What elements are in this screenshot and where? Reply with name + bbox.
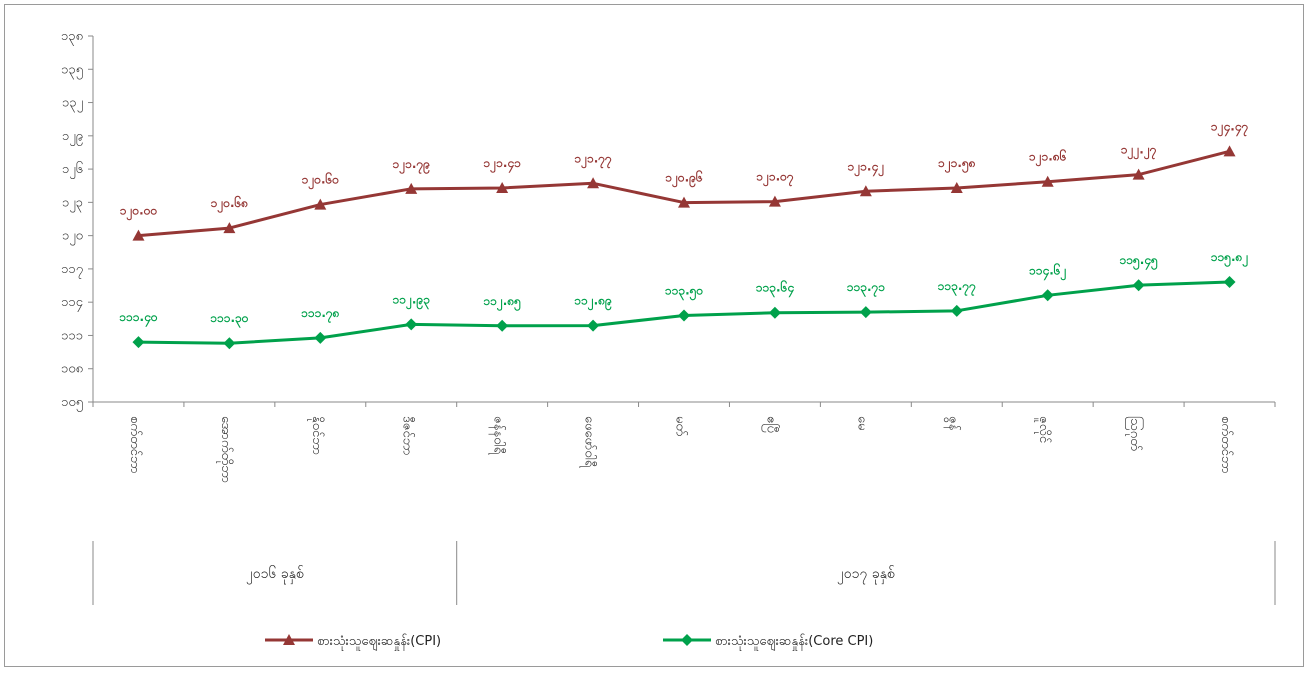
data-point [223,222,236,234]
data-point [314,331,327,344]
x-category-label: မတ် [673,416,689,436]
data-label: ၁၁၁.၄၀ [119,310,158,328]
data-label: ၁၂၀.၆၀ [302,171,340,191]
data-label: ၁၁၂.၈၅ [483,294,521,312]
data-label: ၁၂၂.၂၇ [1121,143,1157,161]
y-tick-label: ၁၂၀ [62,229,83,246]
data-point [1041,175,1054,187]
x-category-label: မေ [854,416,869,431]
data-label: ၁၂၁.၈၆ [1029,148,1067,168]
data-label: ၁၁၃.၅၀ [665,283,704,301]
data-point [314,198,327,210]
y-tick-label: ၁၃၈ [61,29,83,46]
data-point [1132,168,1145,180]
y-tick-label: ၁၁၄ [61,295,84,312]
data-point [859,306,872,319]
data-label: ၁၁၃.၇၁ [847,280,886,298]
y-tick-label: ၁၁၇ [61,262,83,279]
data-label: ၁၁၁.၃၀ [210,311,249,329]
data-point [132,229,145,241]
data-label: ၁၁၂.၉၃ [393,292,431,310]
y-tick-label: ၁၀၈ [61,362,83,377]
legend-label: စားသုံးသူဈေးဆနှုန်း(CPI) [317,633,441,651]
data-point [768,306,781,319]
data-label: ၁၁၃.၆၄ [756,279,794,299]
x-category-label: ဧပြီ [761,416,779,433]
legend-marker [681,634,693,646]
data-point [587,177,600,189]
x-group-label: ၂၀၁၇ ခုနှစ် [837,566,895,584]
data-label: ၁၂၁.၇၉ [393,157,431,175]
y-tick-label: ၁၂၆ [62,161,83,179]
x-category-label: စက်တင်ဘာ [127,416,143,474]
legend-marker [283,634,295,645]
y-tick-label: ၁၂၉ [62,129,83,146]
y-tick-label: ၁၃၂ [62,96,83,113]
data-label: ၁၂၁.၅၈ [938,156,976,174]
series-line-1 [138,149,1230,238]
data-point [950,181,963,193]
data-point [1223,145,1236,157]
data-label: ၁၁၅.၈၂ [1211,250,1249,268]
y-tick-label: ၁၂၃ [62,195,83,212]
data-point [678,196,690,208]
data-label: ၁၁၅.၄၅ [1119,253,1158,271]
data-point [859,185,872,197]
data-label: ၁၁၁.၇၈ [301,306,340,324]
data-label: ၁၂၁.၀၇ [756,170,794,188]
data-point [587,319,600,332]
data-label: ၁၁၂.၈၉ [574,294,612,312]
data-label: ၁၁၄.၆၂ [1029,261,1067,281]
y-tick-label: ၁၁၁ [61,328,83,343]
x-category-label: အောက်တိုဘာ [216,416,234,483]
y-tick-label: ၁၀၅ [61,395,83,412]
data-point [1041,289,1054,302]
data-label: ၁၂၁.၇၇ [574,151,612,169]
data-point [496,181,509,193]
data-point [132,336,145,349]
x-category-label: ဇွန် [943,416,961,431]
chart-frame [4,4,1304,667]
data-point [678,309,690,322]
data-point [223,337,236,350]
data-label: ၁၂၀.၀၀ [120,204,158,222]
x-category-label: ဇန်နဝါရီ [489,416,507,455]
data-point [405,182,418,194]
data-label: ၁၂၄.၄၇ [1211,119,1249,137]
data-label: ၁၂၁.၄၁ [483,156,521,174]
data-point [496,319,509,332]
legend-label: စားသုံးသူဈေးဆနှုန်း(Core CPI) [715,633,873,651]
data-label: ၁၂၀.၉၆ [665,169,703,189]
data-point [405,318,418,331]
data-point [950,304,963,317]
x-category-label: ဩဂုတ် [1125,416,1144,451]
x-category-label: ဖေဖော်ဝါရီ [580,416,598,468]
x-group-label: ၂၀၁၆ ခုနှစ် [246,566,304,584]
y-tick-label: ၁၃၅ [61,62,83,79]
x-category-label: နိုဝင်ဘာ [307,416,325,455]
data-label: ၁၁၃.၇၇ [938,279,977,297]
data-point [1223,275,1236,288]
data-label: ၁၂၀.၆၈ [211,194,249,214]
x-category-label: ဒီဇင်ဘာ [400,416,416,456]
data-point [768,195,781,207]
data-point [1132,279,1145,292]
data-label: ၁၂၁.၄၂ [848,159,885,177]
x-category-label: စက်တင်ဘာ [1218,416,1234,474]
x-category-label: ဇူလိုင် [1034,416,1052,444]
